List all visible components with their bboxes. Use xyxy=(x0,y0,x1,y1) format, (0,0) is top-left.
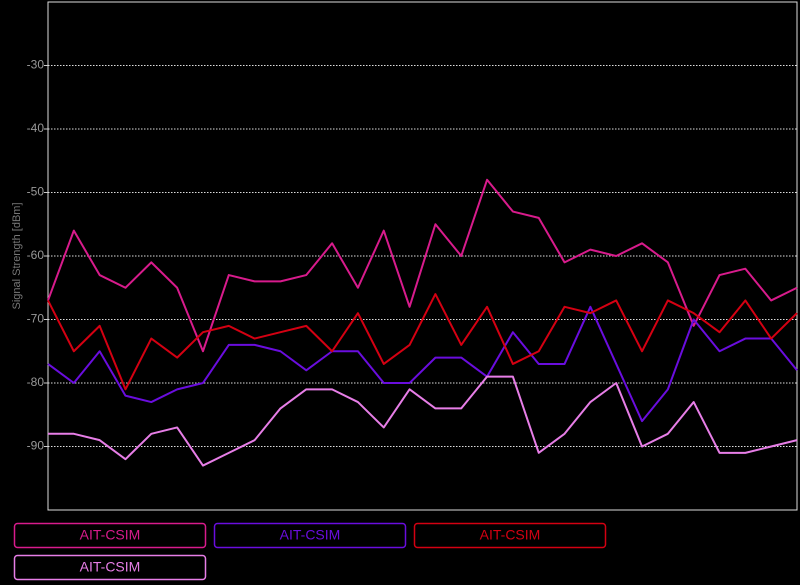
legend-button[interactable] xyxy=(13,522,207,549)
y-tick-label: -90 xyxy=(27,439,45,453)
series-line xyxy=(47,178,798,353)
y-axis-label: Signal Strength [dBm] xyxy=(11,202,23,309)
legend-label: AIT-CSIM xyxy=(280,527,341,543)
series-line xyxy=(47,293,798,391)
series-line xyxy=(48,375,798,467)
y-tick-label: -70 xyxy=(27,312,45,326)
y-tick-label: -30 xyxy=(27,58,45,72)
legend-button[interactable] xyxy=(413,522,607,549)
y-tick-label: -40 xyxy=(27,121,45,135)
legend-button[interactable] xyxy=(13,554,207,581)
legend-label: AIT-CSIM xyxy=(80,527,141,543)
y-tick-label: -80 xyxy=(27,375,45,389)
legend-label: AIT-CSIM xyxy=(80,559,141,575)
legend-label: AIT-CSIM xyxy=(480,527,541,543)
legend-button[interactable] xyxy=(213,522,407,549)
y-tick-label: -50 xyxy=(27,185,45,199)
y-tick-label: -60 xyxy=(27,248,45,262)
series-line xyxy=(47,305,798,423)
